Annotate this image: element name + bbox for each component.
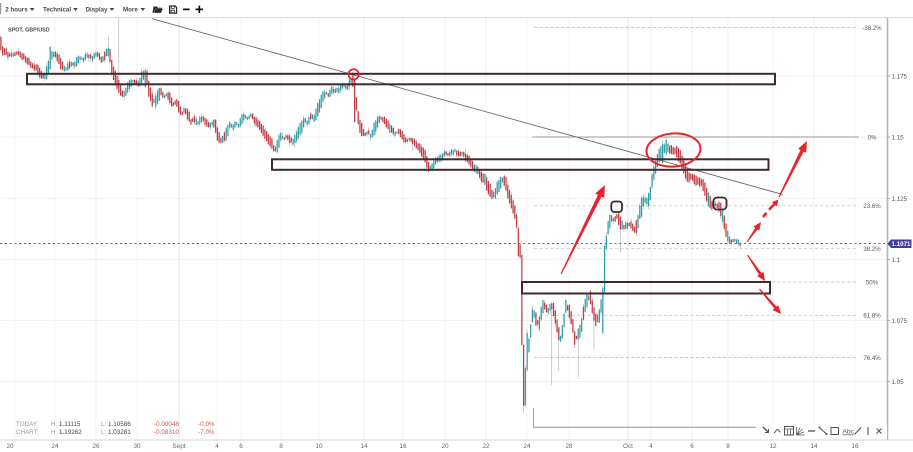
svg-text:2 hours: 2 hours (5, 6, 28, 13)
svg-text:-0.08310: -0.08310 (154, 429, 179, 436)
svg-text:1.15: 1.15 (892, 134, 905, 141)
svg-text:14: 14 (360, 443, 368, 450)
svg-text:1.05: 1.05 (892, 379, 905, 386)
svg-text:22: 22 (482, 443, 490, 450)
svg-text:1.075: 1.075 (892, 318, 908, 325)
svg-text:10: 10 (315, 443, 323, 450)
svg-text:24: 24 (51, 443, 59, 450)
svg-text:14: 14 (810, 443, 818, 450)
svg-text:L: 1.10586: L: 1.10586 (101, 421, 131, 428)
svg-text:61.8%: 61.8% (863, 313, 881, 320)
svg-text:1.1071: 1.1071 (892, 241, 911, 248)
svg-text:28: 28 (565, 443, 573, 450)
svg-text:4: 4 (215, 443, 219, 450)
svg-text:23.6%: 23.6% (863, 203, 881, 210)
svg-text:H: 1.11115: H: 1.11115 (51, 421, 81, 428)
svg-text:16: 16 (399, 443, 407, 450)
svg-text:6: 6 (239, 443, 243, 450)
svg-text:16: 16 (851, 443, 859, 450)
svg-text:Oct: Oct (623, 443, 633, 450)
svg-text:0%: 0% (868, 134, 877, 141)
svg-text:4: 4 (649, 443, 653, 450)
svg-text:8: 8 (279, 443, 283, 450)
svg-text:SPOT, GBP/USD: SPOT, GBP/USD (8, 28, 50, 34)
svg-text:-0.0%: -0.0% (198, 421, 215, 428)
svg-text:TODAY:: TODAY: (16, 421, 39, 428)
svg-text:More: More (123, 7, 138, 14)
svg-text:50%: 50% (866, 279, 879, 286)
svg-text:30: 30 (133, 443, 141, 450)
svg-text:38.2%: 38.2% (863, 246, 881, 253)
svg-text:8: 8 (726, 443, 730, 450)
svg-text:Display: Display (86, 7, 109, 14)
svg-text:Technical: Technical (43, 7, 71, 14)
svg-text:-7.0%: -7.0% (198, 429, 215, 436)
svg-text:Sept: Sept (172, 443, 185, 450)
svg-text:6: 6 (690, 443, 694, 450)
svg-text:26: 26 (92, 443, 100, 450)
svg-text:76.4%: 76.4% (863, 355, 881, 362)
svg-text:CHART:: CHART: (16, 429, 39, 436)
svg-text:H: 1.19262: H: 1.19262 (51, 429, 82, 436)
svg-text:1.175: 1.175 (892, 73, 908, 80)
svg-text:24: 24 (523, 443, 531, 450)
svg-text:L: 1.03281: L: 1.03281 (101, 429, 131, 436)
svg-text:-0.00048: -0.00048 (154, 421, 179, 428)
svg-text:20: 20 (441, 443, 449, 450)
svg-text:20: 20 (6, 443, 14, 450)
svg-text:Abc: Abc (843, 429, 855, 436)
svg-text:-38.2%: -38.2% (862, 25, 882, 32)
svg-text:1.125: 1.125 (892, 196, 908, 203)
svg-text:12: 12 (769, 443, 777, 450)
svg-text:1.1: 1.1 (892, 257, 901, 264)
